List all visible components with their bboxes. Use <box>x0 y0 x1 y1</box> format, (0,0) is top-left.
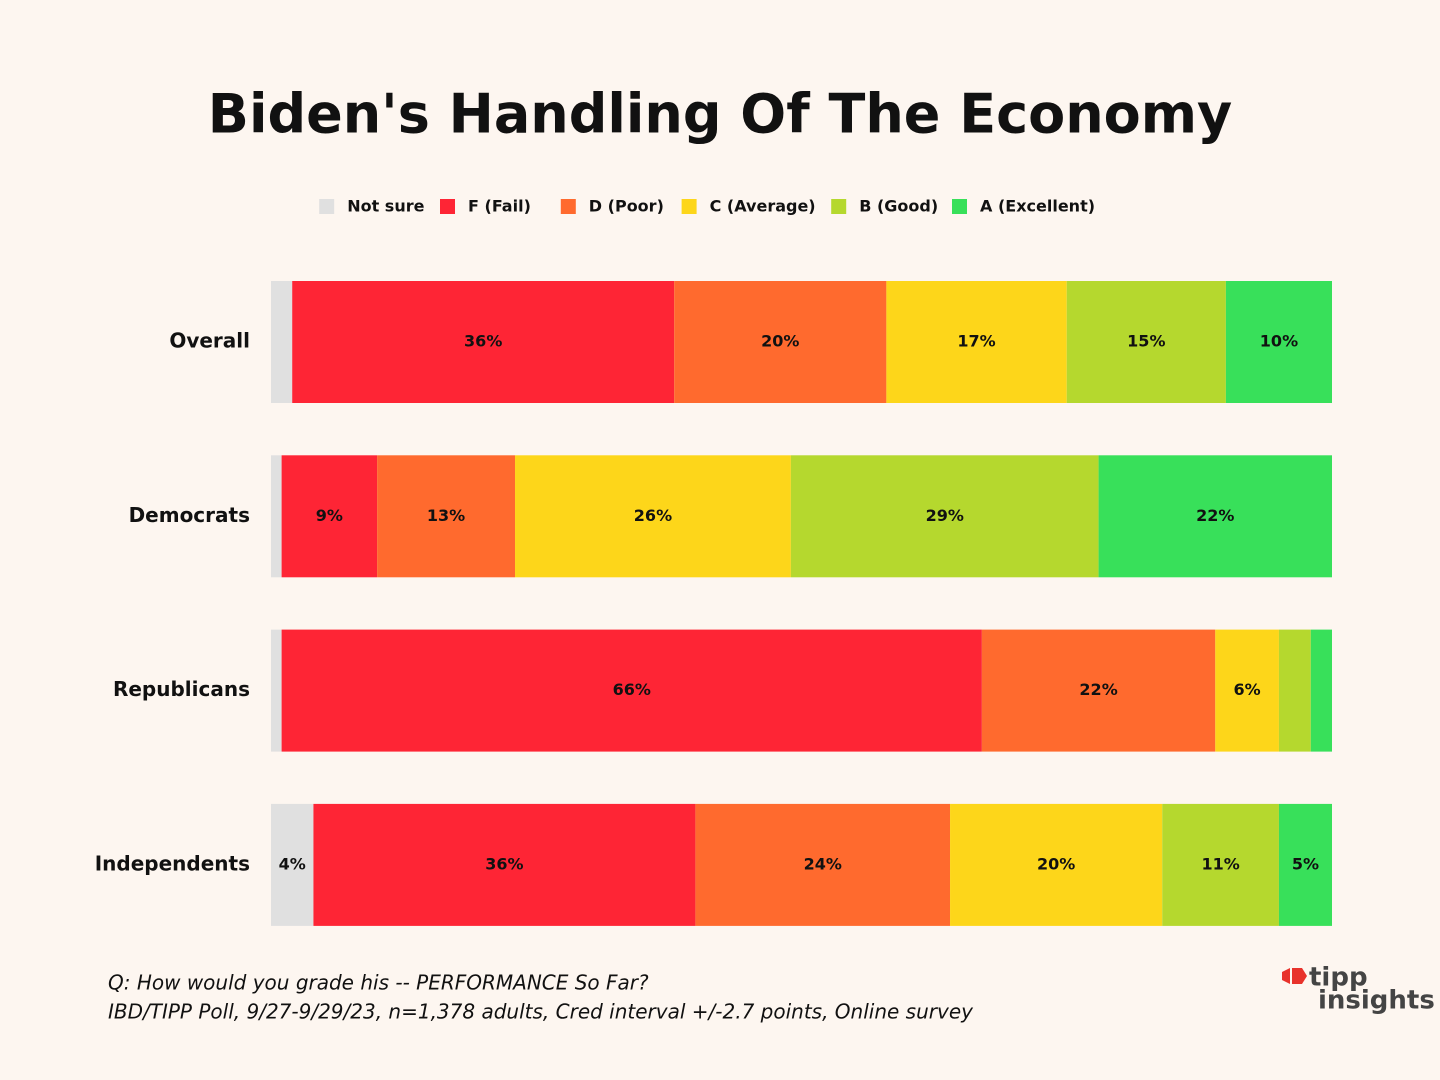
value-label: 6% <box>1234 680 1261 699</box>
bar-segment <box>271 281 293 403</box>
legend-label: Not sure <box>347 197 424 216</box>
bar-segment <box>674 281 887 403</box>
legend-swatch <box>681 199 697 214</box>
bar-segment <box>1066 281 1226 403</box>
logo: tipp insights <box>1282 963 1435 1016</box>
bar-segment <box>377 455 516 578</box>
chart-title: Biden's Handling Of The Economy <box>208 83 1232 146</box>
category-label: Republicans <box>113 677 250 701</box>
legend-label: F (Fail) <box>468 197 531 216</box>
value-label: 13% <box>427 506 465 525</box>
value-label: 11% <box>1201 854 1239 873</box>
value-label: 36% <box>485 854 523 873</box>
bar-segment <box>292 281 675 403</box>
legend-swatch <box>440 199 455 214</box>
value-label: 20% <box>1037 854 1075 873</box>
bar-segment <box>981 629 1216 752</box>
value-label: 24% <box>804 854 842 873</box>
bar-segment <box>271 629 282 752</box>
value-label: 20% <box>761 332 799 351</box>
value-label: 9% <box>316 506 343 525</box>
footer-question: Q: How would you grade his -- PERFORMANC… <box>108 971 649 995</box>
value-label: 10% <box>1260 332 1298 351</box>
bar-segment <box>515 455 791 578</box>
bar-segment <box>1278 629 1311 752</box>
category-label: Overall <box>169 329 250 353</box>
legend-swatch <box>952 199 967 214</box>
value-label: 4% <box>279 854 306 873</box>
bar-segment <box>695 803 951 926</box>
value-label: 66% <box>613 680 651 699</box>
legend-swatch <box>560 199 576 214</box>
logo-text: tipp <box>1309 963 1368 993</box>
logo-icon <box>1282 968 1307 984</box>
value-label: 5% <box>1292 854 1319 873</box>
bar-segment <box>886 281 1067 403</box>
bar-segment <box>950 803 1163 926</box>
bar-segment <box>1162 803 1279 926</box>
bar-segment <box>1098 455 1332 578</box>
value-label: 17% <box>957 332 995 351</box>
bar-segment <box>281 455 378 578</box>
bar-segment <box>1278 803 1332 926</box>
category-label: Democrats <box>129 503 250 527</box>
value-label: 15% <box>1127 332 1165 351</box>
bar-segment <box>1215 629 1279 752</box>
value-label: 22% <box>1079 680 1117 699</box>
legend-label: C (Average) <box>710 197 816 216</box>
bar-segment <box>790 455 1099 578</box>
value-label: 22% <box>1196 506 1234 525</box>
logo-text: insights <box>1318 986 1435 1016</box>
bar-segment <box>313 803 696 926</box>
legend-label: D (Poor) <box>589 197 664 216</box>
bar-segment <box>1310 629 1332 752</box>
footer-source: IBD/TIPP Poll, 9/27-9/29/23, n=1,378 adu… <box>108 1000 974 1024</box>
bar-segment <box>271 455 282 578</box>
value-label: 36% <box>464 332 502 351</box>
legend-swatch <box>319 199 335 214</box>
bar-segment <box>1225 281 1332 403</box>
value-label: 29% <box>926 506 964 525</box>
bar-segment <box>271 803 314 926</box>
legend-swatch <box>831 199 847 214</box>
legend-label: A (Excellent) <box>980 197 1095 216</box>
legend-label: B (Good) <box>859 197 938 216</box>
value-label: 26% <box>634 506 672 525</box>
bar-segment <box>281 629 982 752</box>
category-label: Independents <box>95 851 250 875</box>
